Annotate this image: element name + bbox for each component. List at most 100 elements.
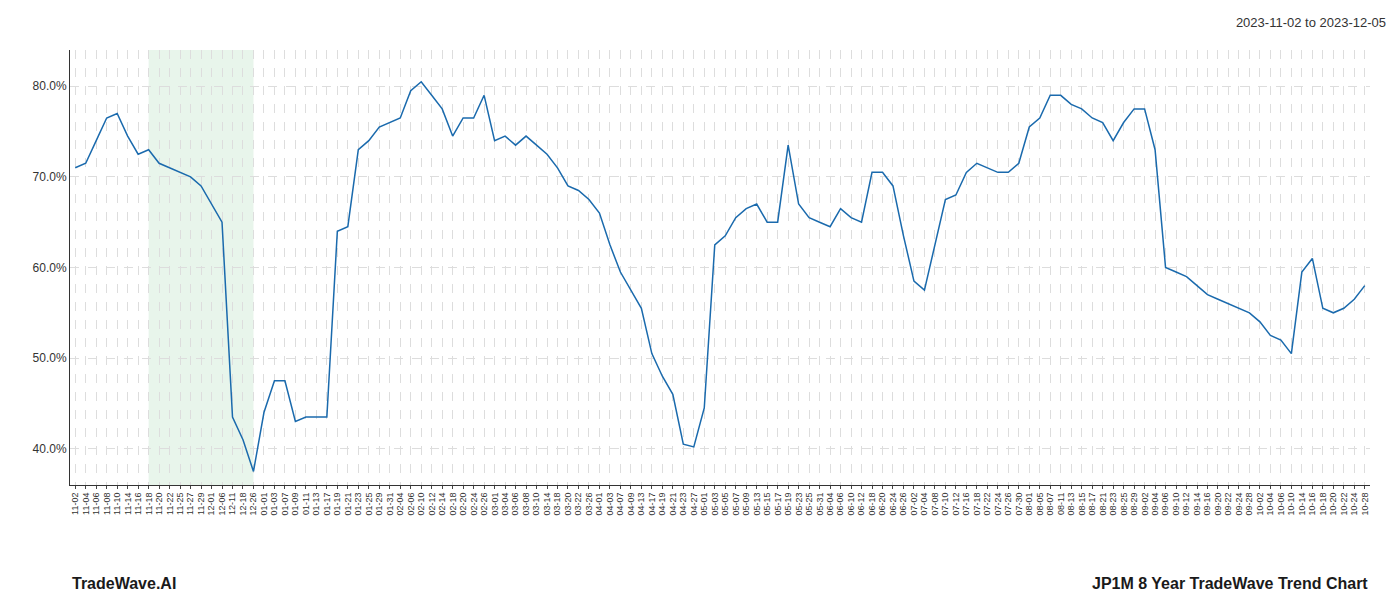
svg-text:09-20: 09-20 bbox=[1213, 493, 1223, 516]
svg-text:02-10: 02-10 bbox=[416, 493, 426, 516]
svg-text:03-14: 03-14 bbox=[542, 493, 552, 516]
svg-text:10-28: 10-28 bbox=[1360, 493, 1370, 516]
svg-text:02-12: 02-12 bbox=[427, 493, 437, 516]
svg-text:11-22: 11-22 bbox=[165, 493, 175, 515]
svg-text:12-18: 12-18 bbox=[238, 493, 248, 516]
svg-text:10-22: 10-22 bbox=[1339, 493, 1349, 516]
svg-text:08-15: 08-15 bbox=[1077, 493, 1087, 516]
svg-text:03-26: 03-26 bbox=[584, 493, 594, 516]
svg-text:01-09: 01-09 bbox=[290, 493, 300, 516]
svg-text:50.0%: 50.0% bbox=[33, 351, 67, 365]
svg-text:40.0%: 40.0% bbox=[33, 442, 67, 456]
svg-text:05-31: 05-31 bbox=[815, 493, 825, 516]
svg-text:03-20: 03-20 bbox=[563, 493, 573, 516]
svg-text:05-03: 05-03 bbox=[710, 493, 720, 516]
svg-text:01-31: 01-31 bbox=[385, 493, 395, 516]
svg-text:03-06: 03-06 bbox=[510, 493, 520, 516]
svg-text:04-23: 04-23 bbox=[678, 493, 688, 516]
svg-text:01-01: 01-01 bbox=[259, 493, 269, 516]
svg-text:05-01: 05-01 bbox=[699, 493, 709, 516]
svg-text:05-17: 05-17 bbox=[773, 493, 783, 516]
svg-text:09-10: 09-10 bbox=[1171, 493, 1181, 516]
svg-text:01-19: 01-19 bbox=[332, 493, 342, 516]
svg-text:08-23: 08-23 bbox=[1108, 493, 1118, 516]
svg-text:03-04: 03-04 bbox=[500, 493, 510, 516]
svg-text:60.0%: 60.0% bbox=[33, 261, 67, 275]
svg-text:08-01: 08-01 bbox=[1024, 493, 1034, 516]
svg-text:07-24: 07-24 bbox=[993, 493, 1003, 516]
svg-text:04-01: 04-01 bbox=[594, 493, 604, 516]
svg-text:07-04: 07-04 bbox=[919, 493, 929, 516]
svg-text:05-23: 05-23 bbox=[794, 493, 804, 516]
svg-text:01-13: 01-13 bbox=[311, 493, 321, 516]
svg-text:09-22: 09-22 bbox=[1223, 493, 1233, 516]
svg-text:09-14: 09-14 bbox=[1192, 493, 1202, 516]
svg-text:09-12: 09-12 bbox=[1181, 493, 1191, 516]
svg-text:04-07: 04-07 bbox=[615, 493, 625, 516]
svg-text:07-10: 07-10 bbox=[940, 493, 950, 516]
svg-text:10-04: 10-04 bbox=[1265, 493, 1275, 516]
svg-text:06-12: 06-12 bbox=[856, 493, 866, 516]
svg-text:07-30: 07-30 bbox=[1014, 493, 1024, 516]
svg-text:10-02: 10-02 bbox=[1255, 493, 1265, 516]
svg-text:11-29: 11-29 bbox=[196, 493, 206, 515]
svg-text:06-24: 06-24 bbox=[888, 493, 898, 516]
svg-text:10-18: 10-18 bbox=[1318, 493, 1328, 516]
svg-text:10-20: 10-20 bbox=[1328, 493, 1338, 516]
svg-text:05-09: 05-09 bbox=[741, 493, 751, 516]
svg-text:10-24: 10-24 bbox=[1349, 493, 1359, 516]
svg-text:02-20: 02-20 bbox=[458, 493, 468, 516]
svg-text:07-08: 07-08 bbox=[930, 493, 940, 516]
svg-text:03-08: 03-08 bbox=[521, 493, 531, 516]
svg-text:05-13: 05-13 bbox=[752, 493, 762, 516]
svg-text:03-01: 03-01 bbox=[490, 493, 500, 516]
svg-text:2023-11-02 to 2023-12-05: 2023-11-02 to 2023-12-05 bbox=[1236, 15, 1386, 30]
svg-text:07-18: 07-18 bbox=[972, 493, 982, 516]
svg-text:07-16: 07-16 bbox=[961, 493, 971, 516]
svg-text:10-16: 10-16 bbox=[1307, 493, 1317, 516]
svg-text:04-27: 04-27 bbox=[689, 493, 699, 516]
svg-text:70.0%: 70.0% bbox=[33, 170, 67, 184]
svg-text:01-23: 01-23 bbox=[353, 493, 363, 516]
svg-text:03-10: 03-10 bbox=[531, 493, 541, 516]
svg-text:03-22: 03-22 bbox=[573, 493, 583, 516]
svg-text:TradeWave.AI: TradeWave.AI bbox=[72, 575, 176, 592]
svg-text:11-18: 11-18 bbox=[144, 493, 154, 515]
svg-text:01-07: 01-07 bbox=[280, 493, 290, 516]
svg-text:04-13: 04-13 bbox=[636, 493, 646, 516]
svg-text:06-04: 06-04 bbox=[825, 493, 835, 516]
svg-text:06-26: 06-26 bbox=[898, 493, 908, 516]
svg-text:09-04: 09-04 bbox=[1150, 493, 1160, 516]
svg-text:05-15: 05-15 bbox=[762, 493, 772, 516]
svg-text:02-26: 02-26 bbox=[479, 493, 489, 516]
svg-text:03-18: 03-18 bbox=[552, 493, 562, 516]
svg-text:01-03: 01-03 bbox=[269, 493, 279, 516]
svg-text:07-02: 07-02 bbox=[909, 493, 919, 516]
svg-text:02-18: 02-18 bbox=[448, 493, 458, 516]
svg-text:09-28: 09-28 bbox=[1244, 493, 1254, 516]
svg-text:12-26: 12-26 bbox=[248, 493, 258, 516]
svg-text:08-29: 08-29 bbox=[1129, 493, 1139, 516]
svg-text:02-24: 02-24 bbox=[469, 493, 479, 516]
svg-text:08-05: 08-05 bbox=[1035, 493, 1045, 516]
svg-text:06-20: 06-20 bbox=[877, 493, 887, 516]
svg-text:09-24: 09-24 bbox=[1234, 493, 1244, 516]
svg-text:05-19: 05-19 bbox=[783, 493, 793, 516]
svg-text:07-12: 07-12 bbox=[951, 493, 961, 516]
svg-text:04-03: 04-03 bbox=[605, 493, 615, 516]
svg-text:08-07: 08-07 bbox=[1045, 493, 1055, 516]
svg-text:06-06: 06-06 bbox=[835, 493, 845, 516]
svg-text:08-13: 08-13 bbox=[1066, 493, 1076, 516]
svg-text:08-21: 08-21 bbox=[1098, 493, 1108, 516]
svg-text:04-21: 04-21 bbox=[668, 493, 678, 516]
svg-text:11-14: 11-14 bbox=[123, 493, 133, 515]
svg-text:04-17: 04-17 bbox=[647, 493, 657, 516]
svg-text:08-11: 08-11 bbox=[1056, 493, 1066, 515]
svg-text:09-16: 09-16 bbox=[1202, 493, 1212, 516]
svg-text:02-14: 02-14 bbox=[437, 493, 447, 516]
svg-text:12-11: 12-11 bbox=[227, 493, 237, 515]
svg-text:10-14: 10-14 bbox=[1297, 493, 1307, 516]
svg-text:10-06: 10-06 bbox=[1276, 493, 1286, 516]
svg-text:12-01: 12-01 bbox=[206, 493, 216, 516]
svg-text:10-10: 10-10 bbox=[1286, 493, 1296, 516]
